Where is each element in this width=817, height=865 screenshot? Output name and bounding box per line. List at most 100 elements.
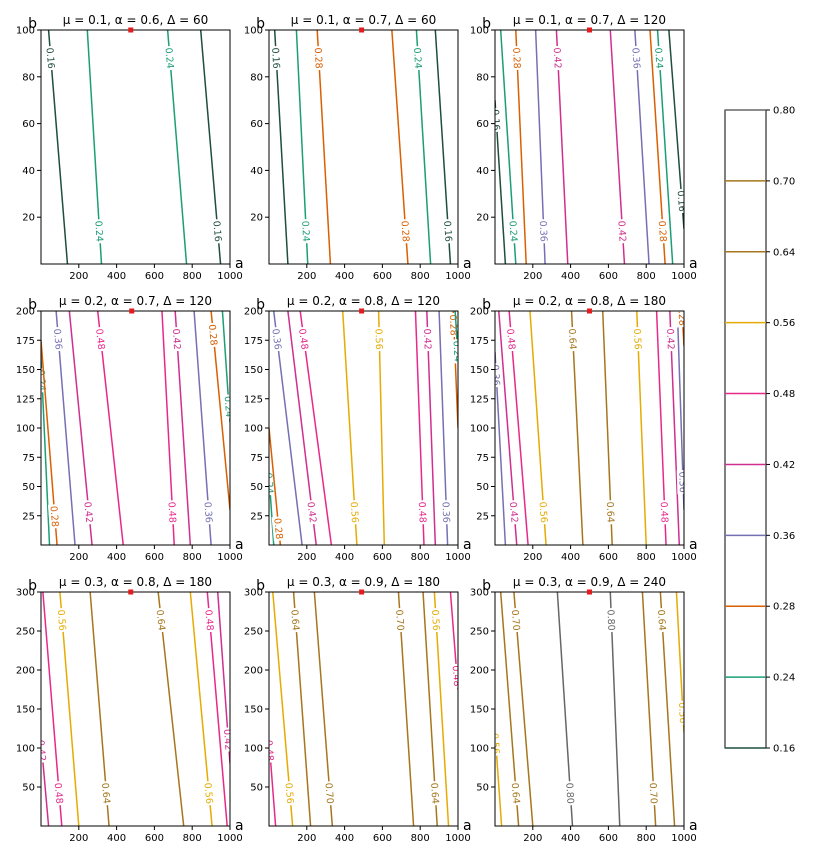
contour-label: 0.70 [647,782,659,804]
y-tick-label: 150 [16,705,35,716]
contour-lines: 0.42 0.48 0.56 0.64 0.64 0.56 0.48 0.42 [41,592,230,826]
contour-label: 0.56 [429,609,441,631]
marker-point [359,308,365,314]
panel-title: μ = 0.2, α = 0.7, Δ = 120 [59,294,212,308]
x-tick-label: 800 [637,552,656,563]
contour-label: 0.16 [269,47,281,69]
x-axis-label: a [235,256,244,272]
contour-label: 0.36 [269,328,282,350]
y-axis-label: b [256,16,265,32]
y-tick-label: 50 [250,482,263,493]
contour-label: 0.16 [43,47,56,69]
x-tick-label: 1000 [217,271,242,282]
contour-label: 0.56 [537,501,549,523]
y-tick-label: 175 [244,336,263,347]
x-tick-label: 1000 [671,552,696,563]
marker-point [587,27,592,33]
contour-label: 0.48 [296,328,310,350]
contour-label: 0.80 [563,782,575,804]
contour-label: 0.64 [99,782,112,804]
x-tick-label: 1000 [217,833,242,844]
contour-label: 0.56 [55,609,68,631]
colorbar-tick-label: 0.48 [773,389,795,400]
y-tick-label: 125 [470,394,489,405]
panel-8: μ = 0.3, α = 0.9, Δ = 180 0.48 0.56 0.64 0.7… [244,575,472,844]
contour-label: 0.42 [551,47,563,69]
x-tick-label: 800 [183,271,202,282]
x-tick-label: 800 [637,271,656,282]
contour-label: 0.48 [658,501,670,523]
panel-5: μ = 0.2, α = 0.8, Δ = 120 0.24 0.28 0.36 0.4… [244,294,472,563]
x-tick-label: 200 [297,552,316,563]
y-tick-label: 75 [250,453,263,464]
y-axis-label: b [256,578,265,594]
y-tick-label: 200 [16,307,35,318]
contour-label: 0.24 [92,220,104,242]
panel-title: μ = 0.2, α = 0.8, Δ = 180 [513,294,666,308]
contour-label: 0.64 [428,782,440,804]
y-tick-label: 60 [22,119,35,130]
x-tick-label: 200 [523,552,542,563]
x-tick-label: 600 [599,833,618,844]
contour-label: 0.36 [676,471,688,493]
x-axis-label: a [463,818,472,834]
y-tick-label: 100 [244,744,263,755]
contour-label: 0.28 [48,505,61,527]
y-tick-label: 40 [22,166,35,177]
contour-label: 0.24 [411,47,423,69]
y-tick-label: 125 [244,394,263,405]
panel-title: μ = 0.3, α = 0.8, Δ = 180 [59,575,212,589]
x-axis-label: a [689,537,698,553]
contour-label: 0.64 [288,609,301,631]
contour-label: 0.16 [441,220,453,242]
x-tick-label: 600 [145,552,164,563]
y-tick-label: 100 [16,26,35,37]
y-tick-label: 50 [476,482,489,493]
contour-lines: 0.36 0.42 0.48 0.56 0.64 0.64 0.56 0.48 0.42 0.36… [495,311,688,545]
y-tick-label: 150 [470,705,489,716]
y-tick-label: 150 [244,705,263,716]
contour-label: 0.48 [450,665,463,687]
contour-label: 0.24 [163,47,176,69]
y-tick-label: 300 [470,588,489,599]
x-tick-label: 200 [297,271,316,282]
colorbar-tick-label: 0.28 [773,602,795,613]
contour-label: 0.24 [450,340,462,362]
y-tick-label: 200 [470,307,489,318]
axes-frame [268,29,459,265]
y-tick-label: 60 [476,119,489,130]
panel-title: μ = 0.1, α = 0.7, Δ = 60 [291,13,437,27]
y-axis-label: b [28,16,37,32]
contour-label: 0.56 [282,782,295,804]
colorbar-frame [724,109,767,749]
y-tick-label: 25 [250,511,263,522]
axes-frame [40,310,231,546]
panel-title: μ = 0.3, α = 0.9, Δ = 180 [287,575,440,589]
contour-label: 0.42 [170,328,182,350]
x-axis-label: a [689,256,698,272]
x-tick-label: 400 [335,552,354,563]
y-tick-label: 25 [22,511,35,522]
panel-title: μ = 0.2, α = 0.8, Δ = 120 [287,294,440,308]
contour-label: 0.16 [210,220,223,242]
y-tick-label: 60 [250,119,263,130]
colorbar-tick-label: 0.80 [773,106,795,117]
x-tick-label: 600 [145,271,164,282]
x-tick-label: 800 [637,833,656,844]
contour-label: 0.28 [656,220,668,242]
x-tick-label: 1000 [671,271,696,282]
contour-label: 0.36 [629,47,641,69]
y-tick-label: 20 [22,213,35,224]
panel-1: μ = 0.1, α = 0.6, Δ = 600.160.240.240.16… [16,13,244,282]
marker-point [359,589,365,595]
contour-label: 0.28 [447,314,459,336]
axes-frame [40,29,231,265]
contour-label: 0.28 [510,47,522,69]
marker-point [128,27,134,33]
contour-lines: 0.240.280.360.420.480.480.420.360.280.24 [41,311,230,545]
y-tick-label: 125 [16,394,35,405]
y-tick-label: 300 [16,588,35,599]
y-tick-label: 50 [22,783,35,794]
contour-label: 0.24 [507,220,519,242]
